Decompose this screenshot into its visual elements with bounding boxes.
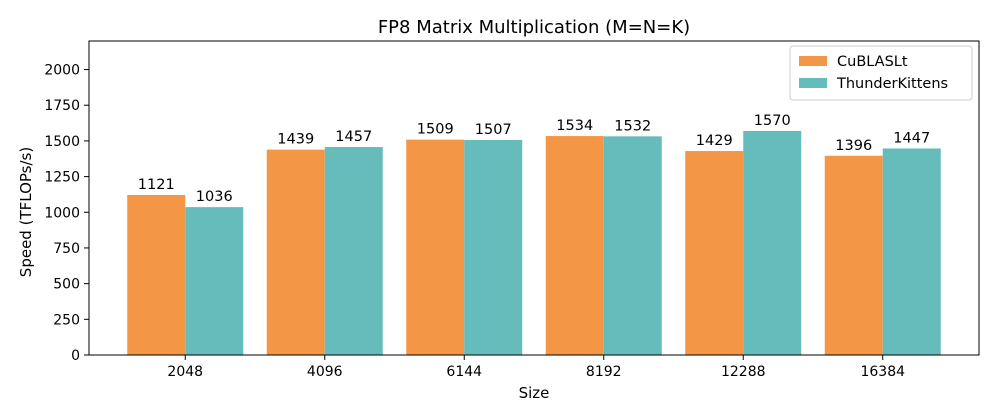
value-label-cublaslt-2048: 1121 [138,177,175,193]
legend: CuBLASLt ThunderKittens [789,45,973,101]
bar-cublaslt-4096 [266,149,325,355]
bar-cublaslt-8192 [545,136,604,355]
value-label-cublaslt-6144: 1509 [417,122,454,138]
bar-thunderkittens-8192 [603,136,662,355]
x-tick-label: 6144 [446,364,482,380]
bar-thunderkittens-2048 [185,207,244,355]
value-label-thunderkittens-2048: 1036 [196,189,233,205]
y-tick-label: 2000 [44,63,80,79]
legend-label-thunderkittens: ThunderKittens [836,76,948,92]
x-tick-label: 2048 [167,364,203,380]
y-tick-label: 0 [71,348,80,364]
bar-cublaslt-16384 [824,155,883,355]
bar-thunderkittens-6144 [464,139,523,355]
y-tick-label: 1500 [44,134,80,150]
value-label-thunderkittens-8192: 1532 [614,118,651,134]
x-axis-title: Size [519,384,550,402]
value-label-cublaslt-4096: 1439 [277,132,314,148]
value-label-thunderkittens-16384: 1447 [893,130,930,146]
value-label-cublaslt-16384: 1396 [835,138,872,154]
x-tick-label: 4096 [307,364,343,380]
y-tick-label: 750 [53,241,80,257]
x-axis-ticks: 2048 4096 6144 8192 12288 16384 [167,355,905,380]
x-tick-label: 16384 [860,364,905,380]
bar-thunderkittens-4096 [324,147,383,355]
bar-cublaslt-2048 [127,195,186,355]
data-labels: 1121 1036 1439 1457 1509 1507 1534 1532 1429 1570… [138,113,930,205]
value-label-cublaslt-8192: 1534 [556,118,593,134]
x-tick-label: 12288 [721,364,766,380]
plot-frame [88,40,980,356]
bar-cublaslt-12288 [685,151,744,355]
legend-swatch-thunderkittens [799,78,827,88]
y-tick-label: 1250 [44,170,80,186]
y-tick-label: 250 [53,312,80,328]
y-tick-label: 1750 [44,98,80,114]
bars-group [127,130,941,355]
value-label-cublaslt-12288: 1429 [696,133,733,149]
value-label-thunderkittens-4096: 1457 [335,129,372,145]
bar-cublaslt-6144 [406,139,465,355]
y-tick-label: 1000 [44,205,80,221]
y-axis-title: Speed (TFLOPs/s) [17,147,35,277]
legend-swatch-cublaslt [799,56,827,66]
legend-label-cublaslt: CuBLASLt [837,54,908,70]
bar-thunderkittens-12288 [743,130,802,355]
y-tick-label: 500 [53,277,80,293]
x-tick-label: 8192 [586,364,622,380]
value-label-thunderkittens-12288: 1570 [754,113,791,129]
value-label-thunderkittens-6144: 1507 [475,122,512,138]
chart-title: FP8 Matrix Multiplication (M=N=K) [378,17,690,38]
bar-thunderkittens-16384 [882,148,941,355]
y-axis-ticks: 0 250 500 750 1000 1250 1500 1750 2000 [44,63,89,364]
legend-box [789,45,973,101]
